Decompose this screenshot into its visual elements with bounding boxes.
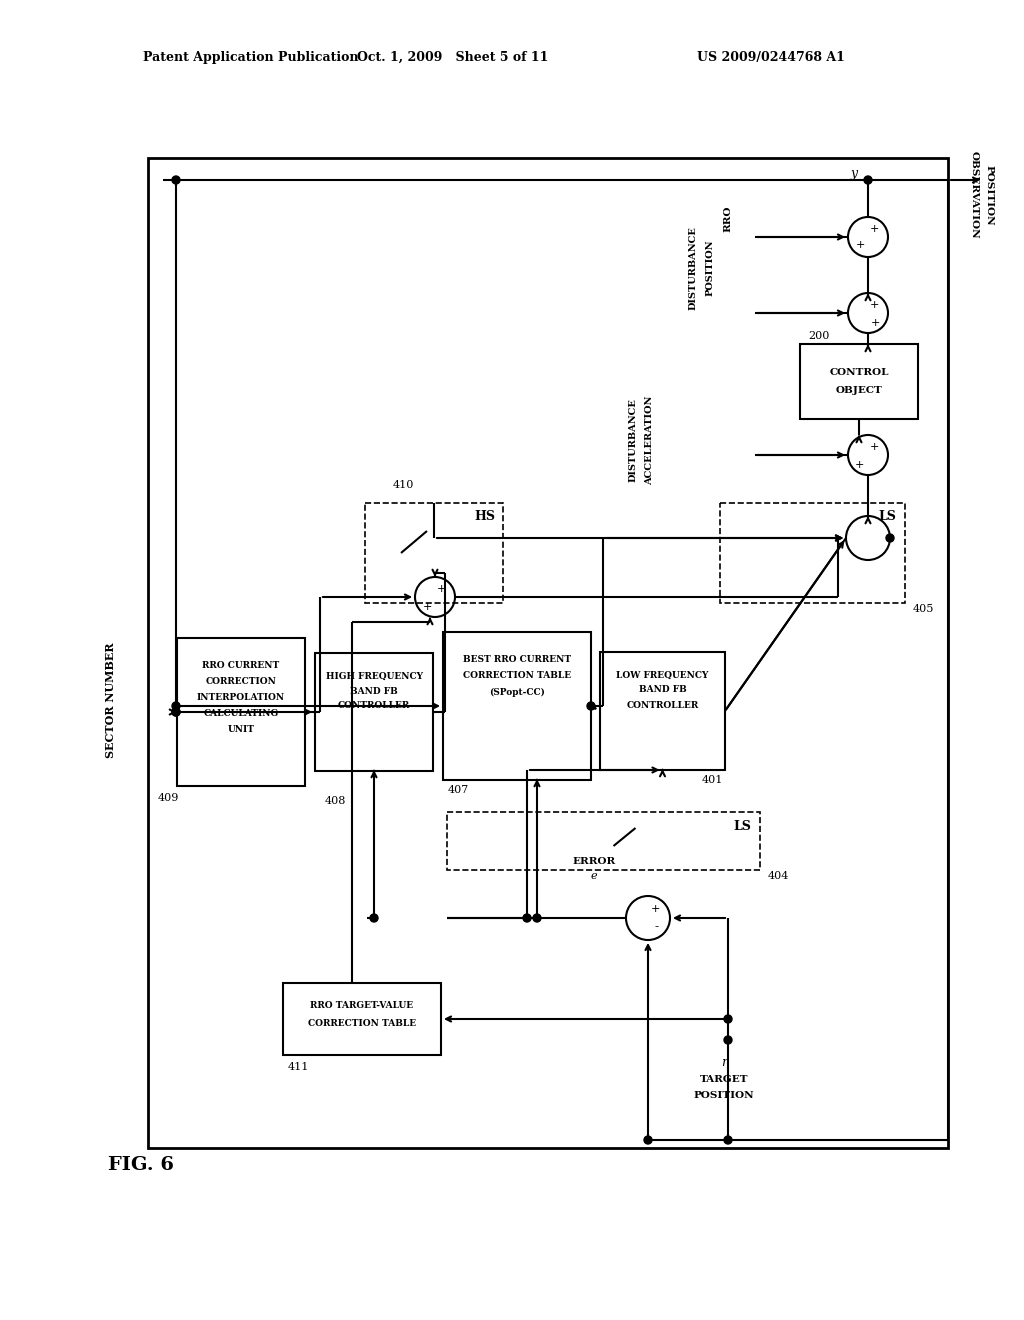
- Text: CORRECTION TABLE: CORRECTION TABLE: [308, 1019, 416, 1027]
- Text: OBSERVATION: OBSERVATION: [970, 152, 979, 239]
- Text: POSITION: POSITION: [706, 240, 715, 296]
- Text: BAND FB: BAND FB: [639, 685, 686, 694]
- Bar: [443, 632, 591, 780]
- Bar: [365, 503, 503, 603]
- Text: LOW FREQUENCY: LOW FREQUENCY: [616, 671, 709, 680]
- Text: 407: 407: [449, 785, 469, 795]
- Text: +: +: [869, 300, 879, 310]
- Text: DISTURBANCE: DISTURBANCE: [688, 226, 697, 310]
- Text: RRO: RRO: [724, 206, 732, 232]
- Text: +: +: [422, 602, 432, 612]
- Text: US 2009/0244768 A1: US 2009/0244768 A1: [697, 50, 845, 63]
- Text: HIGH FREQUENCY: HIGH FREQUENCY: [326, 672, 423, 681]
- Circle shape: [523, 913, 531, 921]
- Text: LS: LS: [733, 820, 751, 833]
- Text: +: +: [869, 442, 879, 451]
- Text: ERROR: ERROR: [572, 858, 615, 866]
- Text: RRO TARGET-VALUE: RRO TARGET-VALUE: [310, 1001, 414, 1010]
- Text: +: +: [869, 224, 879, 234]
- Text: r: r: [721, 1056, 727, 1068]
- Text: +: +: [436, 583, 445, 594]
- Circle shape: [370, 913, 378, 921]
- Circle shape: [172, 708, 180, 715]
- Circle shape: [886, 535, 894, 543]
- Text: Oct. 1, 2009   Sheet 5 of 11: Oct. 1, 2009 Sheet 5 of 11: [357, 50, 549, 63]
- Text: 409: 409: [158, 793, 179, 803]
- Text: 401: 401: [701, 775, 723, 785]
- Text: 411: 411: [288, 1063, 309, 1072]
- Text: +: +: [855, 240, 864, 249]
- Text: 404: 404: [768, 871, 790, 880]
- Text: 410: 410: [392, 480, 414, 490]
- Text: DISTURBANCE: DISTURBANCE: [629, 399, 638, 482]
- Circle shape: [724, 1137, 732, 1144]
- Circle shape: [587, 702, 595, 710]
- Text: OBJECT: OBJECT: [836, 385, 883, 395]
- Circle shape: [172, 708, 180, 715]
- Text: -: -: [655, 920, 659, 933]
- Text: CORRECTION TABLE: CORRECTION TABLE: [463, 672, 571, 681]
- Bar: [148, 158, 948, 1148]
- Text: POSITION: POSITION: [693, 1092, 755, 1101]
- Circle shape: [172, 176, 180, 183]
- Text: LS: LS: [878, 511, 896, 524]
- Bar: [177, 638, 305, 785]
- Text: HS: HS: [474, 511, 496, 524]
- Text: FIG. 6: FIG. 6: [108, 1156, 174, 1173]
- Text: +: +: [870, 318, 880, 327]
- Bar: [283, 983, 441, 1055]
- Text: ACCELERATION: ACCELERATION: [645, 395, 654, 484]
- Bar: [800, 345, 918, 418]
- Text: +: +: [854, 459, 863, 470]
- Text: TARGET: TARGET: [699, 1076, 749, 1085]
- Text: UNIT: UNIT: [227, 726, 255, 734]
- Text: CALCULATING: CALCULATING: [204, 710, 279, 718]
- Text: (SPopt-CC): (SPopt-CC): [489, 688, 545, 697]
- Circle shape: [724, 1036, 732, 1044]
- Circle shape: [724, 1015, 732, 1023]
- Text: BAND FB: BAND FB: [350, 686, 398, 696]
- Text: INTERPOLATION: INTERPOLATION: [197, 693, 285, 702]
- Circle shape: [644, 1137, 652, 1144]
- Text: BEST RRO CURRENT: BEST RRO CURRENT: [463, 656, 571, 664]
- Text: 200: 200: [808, 331, 829, 341]
- Text: SECTOR NUMBER: SECTOR NUMBER: [104, 643, 116, 758]
- Text: 408: 408: [325, 796, 346, 807]
- Text: CONTROLLER: CONTROLLER: [627, 701, 698, 710]
- Text: Patent Application Publication: Patent Application Publication: [143, 50, 358, 63]
- Text: +: +: [650, 904, 659, 913]
- Bar: [600, 652, 725, 770]
- Bar: [447, 812, 760, 870]
- Circle shape: [534, 913, 541, 921]
- Text: +: +: [869, 524, 879, 535]
- Text: POSITION: POSITION: [984, 165, 993, 226]
- Text: e: e: [591, 871, 597, 880]
- Text: y: y: [851, 166, 857, 180]
- Text: CORRECTION: CORRECTION: [206, 677, 276, 686]
- Circle shape: [172, 702, 180, 710]
- Bar: [720, 503, 905, 603]
- Text: CONTROLLER: CONTROLLER: [338, 701, 411, 710]
- Text: +: +: [854, 543, 863, 553]
- Text: 405: 405: [913, 605, 934, 614]
- Text: RRO CURRENT: RRO CURRENT: [203, 661, 280, 671]
- Bar: [315, 653, 433, 771]
- Text: CONTROL: CONTROL: [829, 368, 889, 378]
- Circle shape: [864, 176, 872, 183]
